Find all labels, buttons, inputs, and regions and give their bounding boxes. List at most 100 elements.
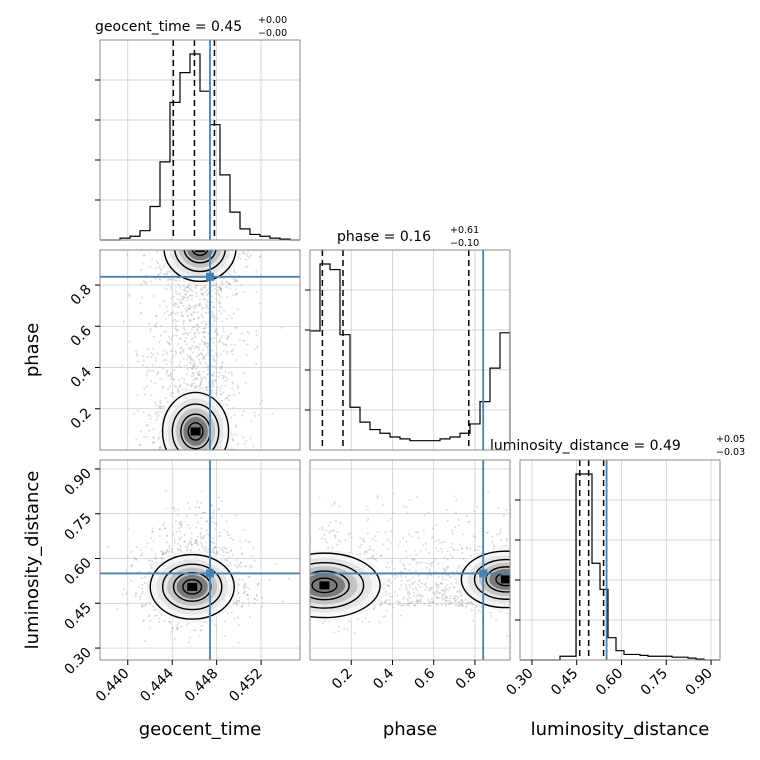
sample-point (465, 546, 468, 549)
sample-point (176, 388, 179, 391)
sample-point (415, 562, 418, 565)
sample-point (170, 286, 173, 289)
sample-point (287, 608, 289, 610)
sample-point (187, 451, 189, 453)
sample-point (546, 591, 548, 593)
sample-point (398, 601, 401, 604)
sample-point (142, 619, 145, 622)
sample-point (235, 599, 238, 602)
sample-point (222, 551, 225, 554)
sample-point (429, 574, 432, 577)
sample-point (220, 454, 222, 456)
sample-point (206, 242, 208, 244)
sample-point (188, 283, 191, 286)
sample-point (158, 406, 161, 409)
sample-point (155, 209, 157, 211)
sample-point (203, 297, 206, 300)
sample-point (356, 618, 359, 621)
sample-point (175, 352, 178, 355)
sample-point (197, 317, 200, 320)
sample-point (122, 588, 125, 591)
sample-point (445, 604, 448, 607)
sample-point (222, 554, 225, 557)
scatter-panel-luminosity-distance-vs-phase (287, 459, 554, 661)
sample-point (227, 282, 230, 285)
sample-point (184, 545, 187, 548)
sample-point (424, 588, 427, 591)
sample-point (199, 536, 202, 539)
sample-point (229, 241, 231, 243)
sample-point (230, 343, 233, 346)
sample-point (143, 581, 146, 584)
sample-point (248, 587, 251, 590)
sample-point (139, 430, 142, 433)
sample-point (462, 558, 465, 561)
sample-point (185, 233, 187, 235)
sample-point (218, 294, 221, 297)
sample-point (188, 224, 190, 226)
sample-point (201, 348, 204, 351)
sample-point (219, 229, 221, 231)
sample-point (197, 332, 200, 335)
sample-point (199, 533, 202, 536)
sample-point (218, 367, 221, 370)
sample-point (197, 303, 200, 306)
sample-point (530, 586, 532, 588)
sample-point (187, 243, 189, 245)
sample-point (152, 539, 155, 542)
sample-point (552, 601, 554, 603)
sample-point (206, 304, 209, 307)
sample-point (144, 602, 147, 605)
sample-point (444, 599, 447, 602)
sample-point (152, 335, 155, 338)
sample-point (186, 227, 188, 229)
sample-point (184, 225, 186, 227)
sample-point (159, 271, 162, 274)
sample-point (460, 598, 463, 601)
sample-point (229, 394, 232, 397)
sample-point (143, 604, 146, 607)
sample-point (219, 339, 222, 342)
sample-point (196, 237, 198, 239)
sample-point (436, 589, 439, 592)
sample-point (198, 373, 201, 376)
sample-point (175, 303, 178, 306)
sample-point (198, 483, 200, 485)
sample-point (163, 349, 166, 352)
sample-point (391, 595, 394, 598)
sample-point (147, 369, 150, 372)
sample-point (215, 283, 218, 286)
sample-point (157, 437, 160, 440)
sample-point (195, 291, 198, 294)
sample-point (192, 317, 195, 320)
sample-point (179, 495, 181, 497)
sample-point (211, 541, 214, 544)
sample-point (190, 542, 193, 545)
sample-point (158, 528, 161, 531)
sample-point (415, 600, 418, 603)
sample-point (223, 635, 226, 638)
sample-point (175, 385, 178, 388)
sample-point (208, 243, 210, 245)
sample-point (210, 374, 213, 377)
sample-point (375, 552, 378, 555)
sample-point (548, 601, 550, 603)
sample-point (236, 308, 239, 311)
sample-point (540, 568, 542, 570)
sample-point (216, 242, 218, 244)
sample-point (185, 337, 188, 340)
sample-point (208, 243, 210, 245)
sample-point (511, 580, 513, 582)
sample-point (186, 315, 189, 318)
sample-point (170, 311, 173, 314)
sample-point (248, 540, 251, 543)
sample-point (408, 586, 411, 589)
sample-point (200, 237, 202, 239)
sample-point (158, 535, 161, 538)
sample-point (218, 531, 221, 534)
sample-point (167, 341, 170, 344)
sample-point (180, 550, 183, 553)
sample-point (172, 533, 175, 536)
sample-point (183, 533, 186, 536)
sample-point (242, 436, 245, 439)
